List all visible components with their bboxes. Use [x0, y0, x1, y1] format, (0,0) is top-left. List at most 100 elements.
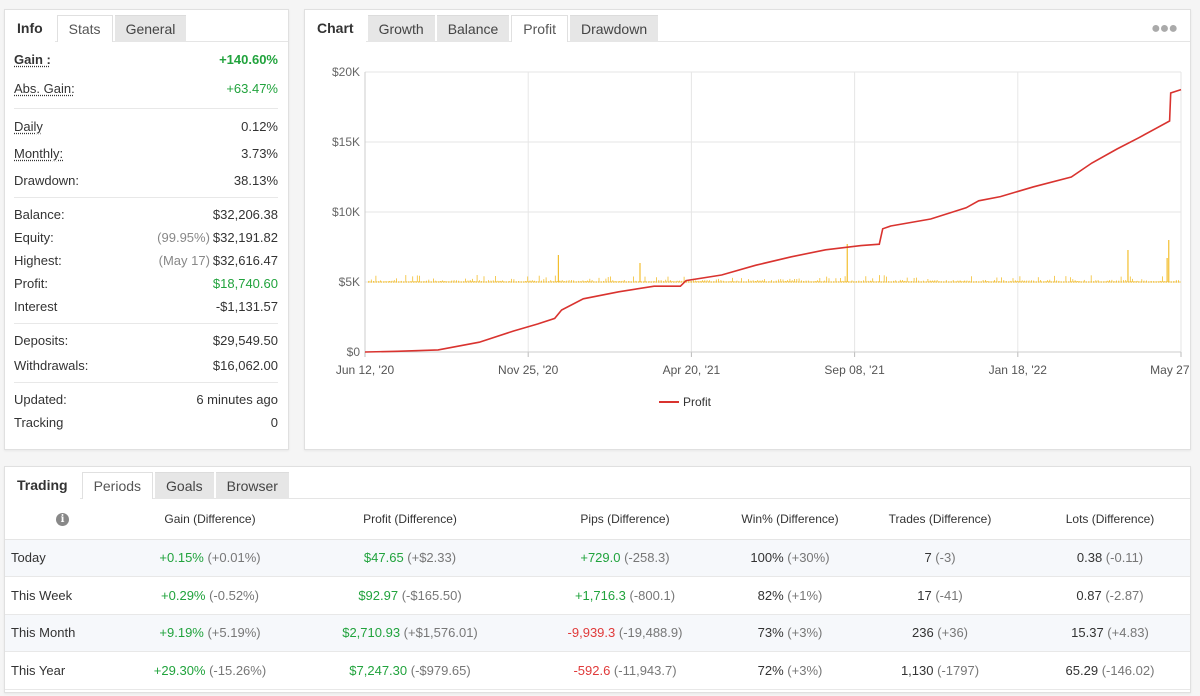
equity-percent: (99.95%)	[157, 230, 210, 245]
y-tick-label: $5K	[339, 275, 360, 289]
y-tick-label: $15K	[332, 135, 360, 149]
profit-difference: (-$165.50)	[398, 587, 462, 603]
column-header-lots: Lots (Difference)	[1030, 499, 1190, 540]
lots-cell: 0.87 (-2.87)	[1030, 576, 1190, 615]
daily-value: 0.12%	[241, 119, 278, 134]
tab-goals[interactable]: Goals	[155, 472, 214, 499]
y-tick-label: $0	[347, 345, 361, 359]
x-tick-label: May 27, '22	[1150, 363, 1190, 377]
trades-difference: (-41)	[931, 587, 963, 603]
info-column-header: i	[5, 499, 120, 540]
tab-growth[interactable]: Growth	[367, 15, 435, 42]
monthly-label[interactable]: Monthly:	[14, 146, 64, 161]
tab-balance[interactable]: Balance	[436, 15, 510, 42]
profit-value: $18,740.60	[212, 276, 278, 291]
tab-general[interactable]: General	[114, 15, 187, 42]
table-row: This Week +0.29% (-0.52%) $92.97 (-$165.50…	[5, 576, 1190, 615]
divider	[14, 382, 278, 383]
trades-cell: 236 (+36)	[850, 614, 1030, 652]
y-tick-label: $20K	[332, 65, 360, 79]
tab-profit[interactable]: Profit	[511, 15, 568, 42]
more-dots-icon[interactable]: ●●●	[1151, 20, 1178, 37]
abs-gain-value: +63.47%	[226, 81, 278, 96]
profit-label: Profit:	[14, 276, 48, 291]
tab-stats[interactable]: Stats	[56, 15, 113, 42]
table-row: This Month +9.19% (+5.19%) $2,710.93 (+$1,…	[5, 614, 1190, 652]
tab-periods[interactable]: Periods	[81, 472, 154, 499]
periods-table: i Gain (Difference) Profit (Difference) …	[5, 499, 1190, 690]
abs-gain-label[interactable]: Abs. Gain:	[14, 81, 75, 96]
trades-value: 17	[917, 587, 932, 603]
pips-difference: (-258.3)	[620, 550, 670, 566]
lots-difference: (-2.87)	[1101, 587, 1144, 603]
table-header-row: i Gain (Difference) Profit (Difference) …	[5, 499, 1190, 540]
divider	[14, 323, 278, 324]
gain-cell: +0.29% (-0.52%)	[120, 576, 300, 615]
lots-value: 0.38	[1076, 550, 1103, 566]
tab-browser[interactable]: Browser	[215, 472, 289, 499]
legend-label-profit: Profit	[683, 395, 712, 409]
tab-trading[interactable]: Trading	[5, 472, 80, 499]
lots-value: 65.29	[1065, 662, 1099, 678]
equity-value: $32,191.82	[212, 230, 278, 245]
pips-difference: (-19,488.9)	[615, 625, 683, 641]
profit-cell: $7,247.30 (-$979.65)	[300, 651, 520, 690]
deposits-label: Deposits:	[14, 333, 69, 348]
profit-difference: (+$1,576.01)	[400, 625, 478, 641]
daily-label[interactable]: Daily	[14, 119, 43, 134]
pips-difference: (-11,943.7)	[610, 662, 677, 678]
info-panel: Info Stats General Gain : +140.60% Abs. …	[4, 9, 289, 450]
win-value: 82%	[757, 587, 784, 603]
profit-difference: (+$2.33)	[403, 550, 457, 566]
trades-cell: 7 (-3)	[850, 539, 1030, 577]
balance-value: $32,206.38	[212, 207, 278, 222]
lots-value: 15.37	[1071, 625, 1104, 641]
withdrawals-value: $16,062.00	[212, 358, 278, 373]
divider	[14, 108, 278, 109]
gain-value: +0.15%	[159, 550, 204, 566]
gain-difference: (-0.52%)	[205, 587, 259, 603]
column-header-gain: Gain (Difference)	[120, 499, 300, 540]
win-difference: (+3%)	[783, 625, 823, 641]
pips-value: +1,716.3	[574, 587, 626, 603]
divider	[14, 197, 278, 198]
info-tabbar: Info Stats General	[5, 10, 288, 42]
monthly-row: Monthly: 3.73%	[14, 142, 278, 165]
chart-legend[interactable]: Profit	[659, 395, 712, 409]
profit-value: $47.65	[363, 550, 404, 566]
daily-row: Daily 0.12%	[14, 115, 278, 138]
y-tick-label: $10K	[332, 205, 360, 219]
info-icon[interactable]: i	[56, 513, 69, 527]
monthly-value: 3.73%	[241, 146, 278, 161]
gain-cell: +29.30% (-15.26%)	[120, 651, 300, 690]
tab-chart[interactable]: Chart	[305, 15, 366, 42]
periods-tabbar: Trading Periods Goals Browser	[5, 467, 1190, 499]
tab-info[interactable]: Info	[5, 15, 55, 42]
profit-chart: $0 $5K $10K $15K $20K Jun 12, '20 Nov 25, '20…	[332, 65, 1190, 409]
period-name: Today	[5, 539, 120, 577]
lots-value: 0.87	[1076, 587, 1102, 603]
interest-label: Interest	[14, 299, 58, 314]
withdrawals-row: Withdrawals: $16,062.00	[14, 354, 278, 377]
trades-cell: 17 (-41)	[850, 576, 1030, 615]
trades-value: 7	[924, 550, 932, 566]
x-tick-label: Jun 12, '20	[336, 363, 395, 377]
gain-cell: +0.15% (+0.01%)	[120, 539, 300, 577]
tracking-label: Tracking	[14, 415, 64, 430]
highest-date: (May 17)	[158, 253, 210, 268]
period-name: This Month	[5, 614, 120, 652]
lots-difference: (+4.83)	[1103, 625, 1149, 641]
win-cell: 82% (+1%)	[730, 576, 850, 615]
withdrawals-label: Withdrawals:	[14, 358, 89, 373]
profit-value: $92.97	[358, 587, 399, 603]
pips-cell: +729.0 (-258.3)	[520, 539, 730, 577]
table-row: Today +0.15% (+0.01%) $47.65 (+$2.33) +729.…	[5, 539, 1190, 577]
gain-label[interactable]: Gain :	[14, 52, 51, 67]
drawdown-label: Drawdown:	[14, 173, 80, 188]
profit-cell: $47.65 (+$2.33)	[300, 539, 520, 577]
profit-cell: $2,710.93 (+$1,576.01)	[300, 614, 520, 652]
profit-cell: $92.97 (-$165.50)	[300, 576, 520, 615]
period-name: This Week	[5, 576, 120, 615]
tab-drawdown[interactable]: Drawdown	[569, 15, 659, 42]
interest-value: -$1,131.57	[215, 299, 278, 314]
